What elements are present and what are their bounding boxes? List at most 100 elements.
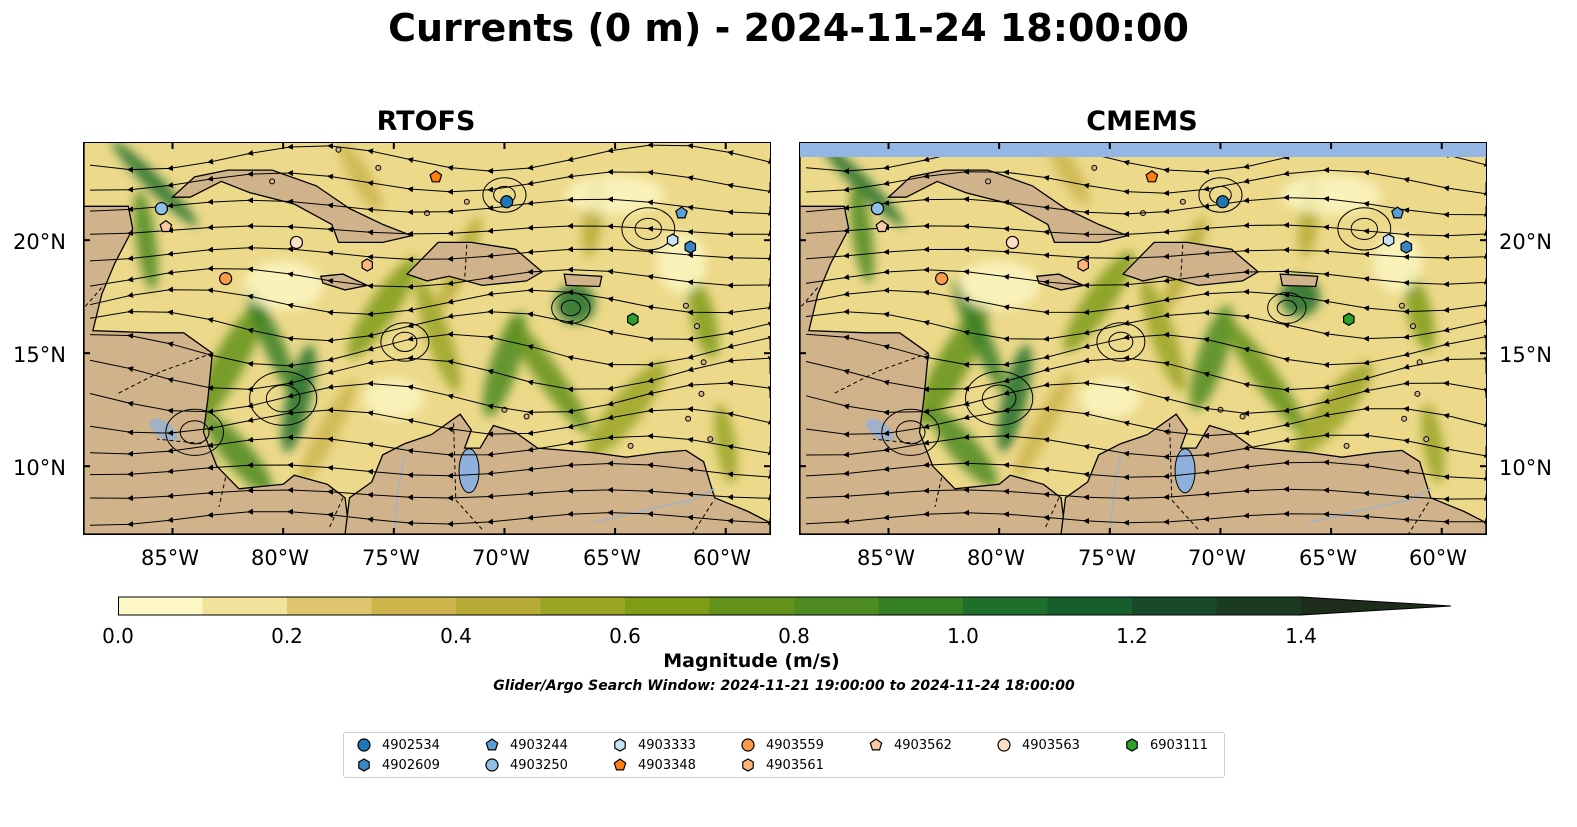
colorbar-tick-label: 1.2 bbox=[1116, 624, 1148, 648]
eddy bbox=[1350, 217, 1378, 240]
float-marker bbox=[1400, 240, 1413, 254]
float-marker bbox=[1382, 233, 1395, 247]
colorbar-extend-arrow bbox=[1301, 597, 1451, 615]
colorbar-segment bbox=[1047, 597, 1133, 615]
eddy bbox=[265, 384, 301, 413]
streamlines bbox=[89, 143, 770, 528]
legend-label: 4903563 bbox=[1022, 737, 1080, 753]
float-marker bbox=[1077, 258, 1089, 272]
legend-marker-icon bbox=[485, 738, 499, 751]
float-marker bbox=[875, 219, 889, 233]
y-tick-label: 15°N bbox=[1499, 343, 1552, 367]
island bbox=[1179, 198, 1186, 205]
eddy bbox=[1198, 177, 1243, 213]
colorbar-segment bbox=[1216, 597, 1302, 615]
x-tick-label: 75°W bbox=[362, 546, 420, 570]
float-marker bbox=[289, 235, 304, 250]
legend-item: 4903563 bbox=[996, 737, 1080, 753]
island bbox=[1398, 302, 1405, 309]
search-window-note: Glider/Argo Search Window: 2024-11-21 19… bbox=[493, 678, 1075, 694]
island bbox=[985, 178, 992, 185]
float-marker bbox=[485, 758, 499, 772]
x-tick-label: 85°W bbox=[857, 546, 915, 570]
float-marker bbox=[361, 258, 373, 272]
island bbox=[707, 436, 714, 443]
eddy bbox=[482, 177, 527, 213]
colorbar-tick-label: 0.2 bbox=[271, 624, 303, 648]
island bbox=[1091, 164, 1098, 171]
island bbox=[335, 146, 342, 153]
figure-title: Currents (0 m) - 2024-11-24 18:00:00 bbox=[388, 6, 1189, 50]
float-marker bbox=[742, 758, 754, 772]
colorbar-segment bbox=[1132, 597, 1217, 615]
colorbar-segment bbox=[709, 597, 795, 615]
colorbar-segment bbox=[202, 597, 288, 615]
legend-label: 4903244 bbox=[510, 737, 568, 753]
colorbar-segment bbox=[118, 597, 203, 615]
legend-label: 4903559 bbox=[766, 737, 824, 753]
colorbar-outline bbox=[118, 596, 1452, 616]
eddy bbox=[1337, 207, 1392, 251]
eddy bbox=[621, 207, 676, 251]
x-tick-label: 75°W bbox=[1078, 546, 1136, 570]
colorbar-tick-label: 0.0 bbox=[102, 624, 134, 648]
island bbox=[1423, 436, 1430, 443]
float-marker bbox=[684, 240, 697, 254]
y-tick-label: 10°N bbox=[13, 456, 66, 480]
colorbar-segment bbox=[878, 597, 964, 615]
colorbar-segment bbox=[963, 597, 1048, 615]
island bbox=[700, 359, 707, 366]
x-tick-label: 80°W bbox=[967, 546, 1025, 570]
float-marker bbox=[1145, 170, 1159, 183]
legend-item: 4903561 bbox=[740, 757, 824, 773]
colorbar-tick-label: 1.0 bbox=[947, 624, 979, 648]
island bbox=[1414, 390, 1421, 397]
y-tick-label: 10°N bbox=[1499, 456, 1552, 480]
colorbar-segment bbox=[540, 597, 626, 615]
country-border bbox=[84, 287, 103, 309]
colorbar-label: Magnitude (m/s) bbox=[663, 650, 840, 672]
eddy bbox=[881, 408, 940, 456]
panel-title-rtofs: RTOFS bbox=[376, 106, 476, 137]
legend-label: 4902609 bbox=[382, 757, 440, 773]
colorbar-tick-label: 0.4 bbox=[440, 624, 472, 648]
country-border bbox=[800, 287, 819, 309]
float-marker bbox=[1216, 195, 1230, 209]
float-marker bbox=[154, 201, 169, 216]
colorbar-segment bbox=[625, 597, 710, 615]
legend-item: 4903559 bbox=[740, 737, 824, 753]
legend-marker-icon bbox=[614, 738, 626, 752]
legend-marker-icon bbox=[485, 758, 499, 772]
float-marker bbox=[485, 738, 499, 751]
legend-label: 4903333 bbox=[638, 737, 696, 753]
island bbox=[463, 198, 470, 205]
y-tick-label: 20°N bbox=[13, 230, 66, 254]
float-legend: 4902534 4902609 4903244 4903250 4903333 … bbox=[343, 732, 1225, 778]
colorbar-segment bbox=[794, 597, 879, 615]
map-rtofs bbox=[83, 142, 771, 535]
island bbox=[523, 413, 530, 420]
legend-label: 4903561 bbox=[766, 757, 824, 773]
island bbox=[1239, 413, 1246, 420]
float-marker bbox=[429, 170, 443, 183]
float-marker bbox=[997, 738, 1011, 752]
float-marker bbox=[626, 312, 639, 326]
float-marker bbox=[741, 738, 755, 752]
eddy bbox=[380, 322, 430, 362]
island bbox=[693, 323, 700, 330]
float-marker bbox=[613, 758, 627, 771]
eddy bbox=[1276, 299, 1297, 317]
colorbar-tick-label: 0.8 bbox=[778, 624, 810, 648]
panel-title-cmems: CMEMS bbox=[1086, 106, 1198, 137]
legend-item: 4903562 bbox=[868, 737, 952, 753]
legend-item: 4902534 bbox=[356, 737, 440, 753]
x-tick-label: 60°W bbox=[693, 546, 751, 570]
legend-marker-icon bbox=[1126, 738, 1138, 752]
no-data-band bbox=[800, 143, 1486, 157]
island bbox=[1409, 323, 1416, 330]
country-border bbox=[692, 502, 713, 534]
float-marker bbox=[870, 201, 885, 216]
colorbar-segment bbox=[371, 597, 457, 615]
island bbox=[698, 390, 705, 397]
float-marker bbox=[666, 233, 679, 247]
